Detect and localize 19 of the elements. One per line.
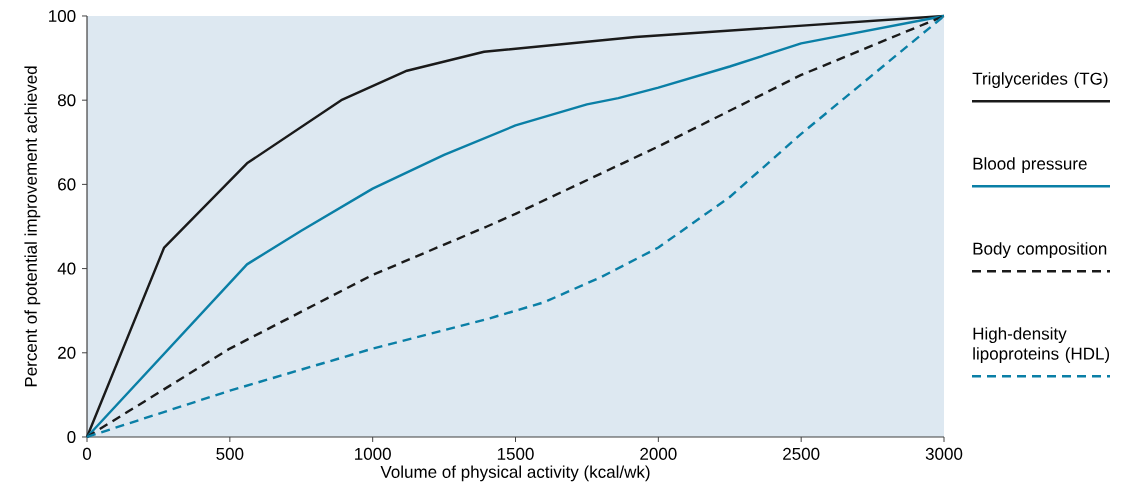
text: Triglycerides (TG)	[972, 72, 1108, 89]
text: Blood pressure	[973, 157, 1087, 174]
y-tick-label: 0	[67, 430, 76, 444]
y-tick-label: 80	[57, 94, 76, 107]
x-tick-label: 1000	[355, 447, 391, 460]
text: Body composition	[973, 242, 1107, 259]
x-tick-label: 2500	[783, 447, 820, 460]
x-tick-label: 0	[82, 447, 92, 460]
x-axis-title: Volume of physical activity (kcal/wk)	[380, 465, 650, 482]
y-tick-label: 20	[58, 346, 76, 359]
y-tick-label: 40	[57, 262, 76, 275]
x-tick-label: 500	[216, 447, 244, 460]
text: High-density lipoproteins (HDL)	[973, 327, 1110, 364]
x-tick-label: 2000	[640, 447, 677, 460]
y-axis-title: Percent of potential improvement achieved	[24, 66, 41, 387]
x-tick-label: 3000	[925, 447, 963, 460]
x-tick-label: 1500	[497, 447, 534, 460]
y-tick-label: 100	[49, 9, 76, 23]
y-tick-label: 60	[58, 178, 76, 191]
